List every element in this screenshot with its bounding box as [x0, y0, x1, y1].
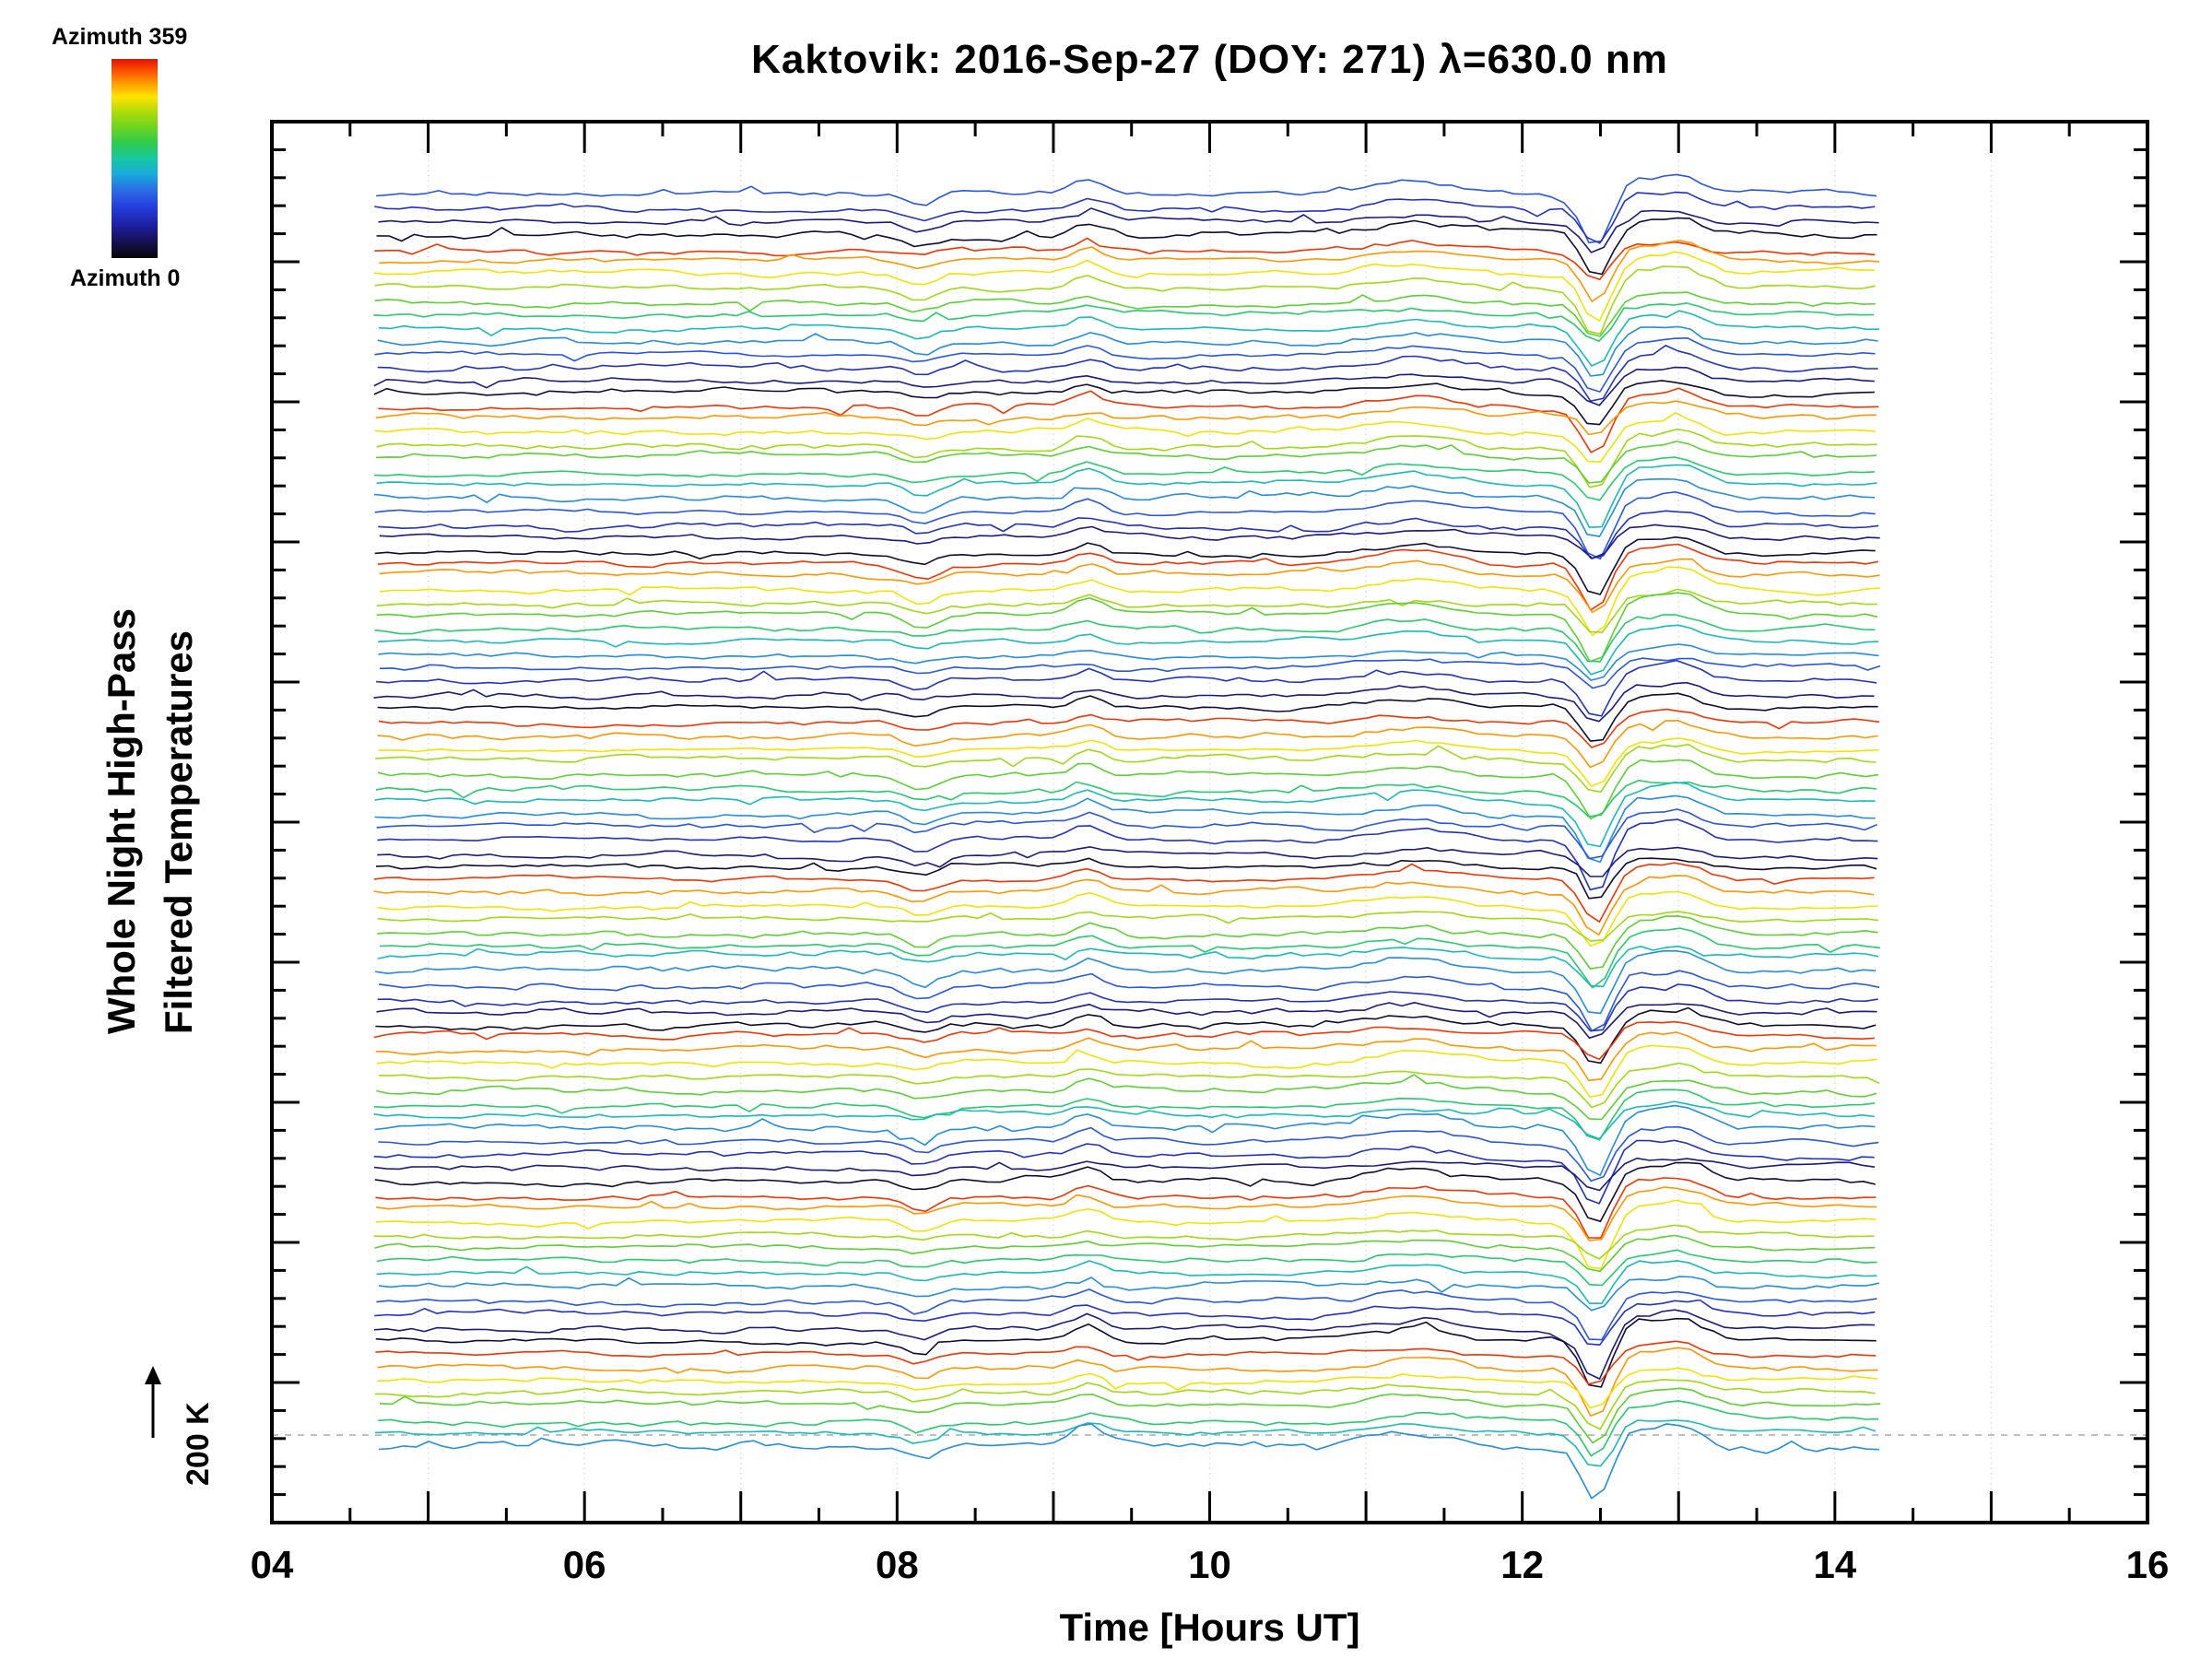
x-axis-title: Time [Hours UT]	[1059, 1606, 1360, 1649]
x-tick-labels: 04 06 08 10 12 14 16	[251, 1543, 2170, 1586]
x-tick-label: 12	[1500, 1543, 1544, 1586]
x-tick-label: 04	[251, 1543, 294, 1586]
chart-title: Kaktovik: 2016-Sep-27 (DOY: 271) λ=630.0…	[751, 37, 1668, 82]
azimuth-colorbar	[112, 59, 158, 258]
x-tick-label: 06	[563, 1543, 606, 1586]
axis-ticks	[270, 120, 2149, 1524]
x-tick-label: 16	[2126, 1543, 2170, 1586]
x-tick-label: 14	[1813, 1543, 1856, 1586]
colorbar-top-label: Azimuth 359	[52, 24, 188, 50]
x-tick-label: 10	[1188, 1543, 1231, 1586]
x-tick-label: 08	[876, 1543, 919, 1586]
scale-arrow	[145, 1366, 161, 1438]
trace-lines	[373, 173, 1881, 1500]
axis-box	[270, 120, 2149, 1524]
grid-lines	[427, 124, 1993, 1520]
colorbar-bottom-label: Azimuth 0	[70, 265, 181, 291]
